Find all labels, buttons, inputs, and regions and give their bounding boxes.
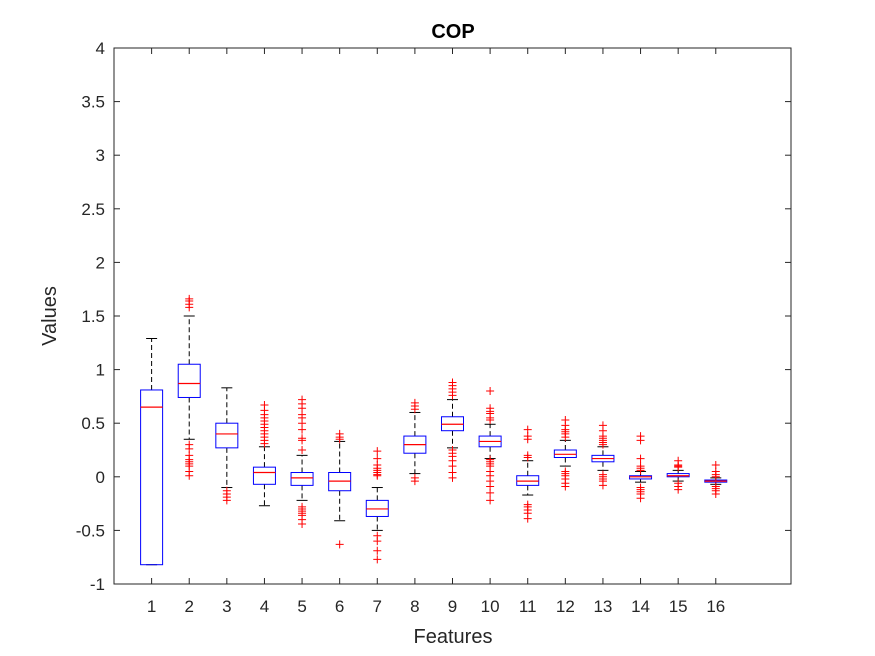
y-tick-label: 0 [96, 468, 105, 487]
x-tick-label: 10 [481, 597, 500, 616]
box-group-feature-1 [140, 338, 164, 566]
y-tick-label: -0.5 [76, 521, 105, 540]
y-tick-label: 0.5 [81, 414, 105, 433]
outlier-marker [373, 555, 382, 564]
outlier-marker [486, 496, 495, 505]
box-group-feature-2 [177, 294, 201, 480]
y-tick-label: 1 [96, 361, 105, 380]
x-tick-label: 11 [519, 597, 537, 616]
x-tick-label: 7 [373, 597, 382, 616]
box-group-feature-16 [704, 461, 728, 498]
outlier-marker [523, 435, 532, 444]
y-tick-label: 1.5 [81, 307, 105, 326]
outlier-marker [486, 387, 495, 396]
x-tick-label: 2 [184, 597, 193, 616]
box-group-feature-13 [591, 421, 615, 490]
iqr-box [290, 472, 314, 486]
outlier-marker [373, 537, 382, 546]
plot-area [113, 47, 792, 585]
x-tick-label: 3 [222, 597, 231, 616]
iqr-box [140, 389, 164, 566]
outlier-marker [598, 440, 607, 449]
box-group-feature-9 [441, 378, 464, 482]
outlier-marker [486, 415, 495, 424]
outlier-marker [486, 488, 495, 497]
outlier-marker [711, 472, 720, 481]
outlier-marker [373, 447, 382, 456]
box-group-feature-10 [478, 387, 502, 505]
y-axis-title: Values [39, 286, 61, 346]
outlier-marker [335, 435, 344, 444]
y-axis: -1 -0.5 0 0.5 1 1.5 2 2.5 3 3.5 4 [76, 39, 791, 594]
outlier-marker [185, 303, 194, 312]
x-tick-label: 15 [669, 597, 688, 616]
outlier-marker [298, 425, 307, 434]
outlier-marker [410, 477, 419, 486]
box-group-feature-6 [328, 429, 352, 549]
outlier-marker [222, 496, 231, 505]
box-group-feature-11 [516, 425, 540, 523]
x-tick-label: 5 [297, 597, 306, 616]
outlier-marker [636, 466, 645, 475]
x-tick-label: 12 [556, 597, 575, 616]
chart-title: COP [431, 21, 474, 43]
outlier-marker [298, 519, 307, 528]
y-tick-label: -1 [90, 575, 105, 594]
x-axis: 1 2 3 4 5 6 7 8 9 10 11 12 13 14 15 16 [147, 48, 725, 616]
box-group-feature-7 [365, 447, 389, 564]
outlier-marker [561, 482, 570, 491]
box-series [140, 294, 728, 566]
y-tick-label: 3.5 [81, 93, 105, 112]
outlier-marker [711, 489, 720, 498]
outlier-marker [260, 439, 269, 448]
y-tick-label: 2.5 [81, 200, 105, 219]
outlier-marker [335, 540, 344, 549]
x-tick-label: 1 [147, 597, 156, 616]
iqr-box [215, 422, 239, 449]
outlier-marker [636, 436, 645, 445]
outlier-marker [298, 436, 307, 445]
box-group-feature-5 [290, 395, 314, 528]
y-tick-label: 3 [96, 146, 105, 165]
outlier-marker [448, 473, 457, 482]
x-tick-label: 4 [260, 597, 269, 616]
box-group-feature-4 [252, 400, 276, 507]
outlier-marker [636, 494, 645, 503]
x-tick-label: 16 [706, 597, 725, 616]
x-tick-label: 9 [448, 597, 457, 616]
x-axis-title: Features [414, 626, 493, 648]
y-tick-label: 4 [96, 39, 105, 58]
outlier-marker [448, 391, 457, 400]
box-group-feature-12 [553, 415, 577, 491]
outlier-marker [636, 454, 645, 463]
outlier-marker [523, 514, 532, 523]
box-group-feature-14 [629, 432, 653, 503]
outlier-marker [523, 453, 532, 462]
outlier-marker [373, 471, 382, 480]
x-tick-label: 13 [593, 597, 612, 616]
x-tick-label: 6 [335, 597, 344, 616]
box-group-feature-15 [666, 456, 690, 494]
outlier-marker [674, 463, 683, 472]
x-tick-label: 14 [631, 597, 650, 616]
outlier-marker [373, 546, 382, 555]
outlier-marker [410, 405, 419, 414]
iqr-box [177, 363, 201, 398]
box-group-feature-8 [403, 398, 427, 486]
outlier-marker [298, 446, 307, 454]
outlier-marker [598, 481, 607, 490]
outlier-marker [561, 433, 570, 442]
box-group-feature-3 [215, 387, 239, 505]
outlier-marker [185, 471, 194, 480]
iqr-box [252, 466, 276, 485]
outlier-marker [674, 485, 683, 494]
x-tick-label: 8 [410, 597, 419, 616]
y-tick-label: 2 [96, 253, 105, 272]
